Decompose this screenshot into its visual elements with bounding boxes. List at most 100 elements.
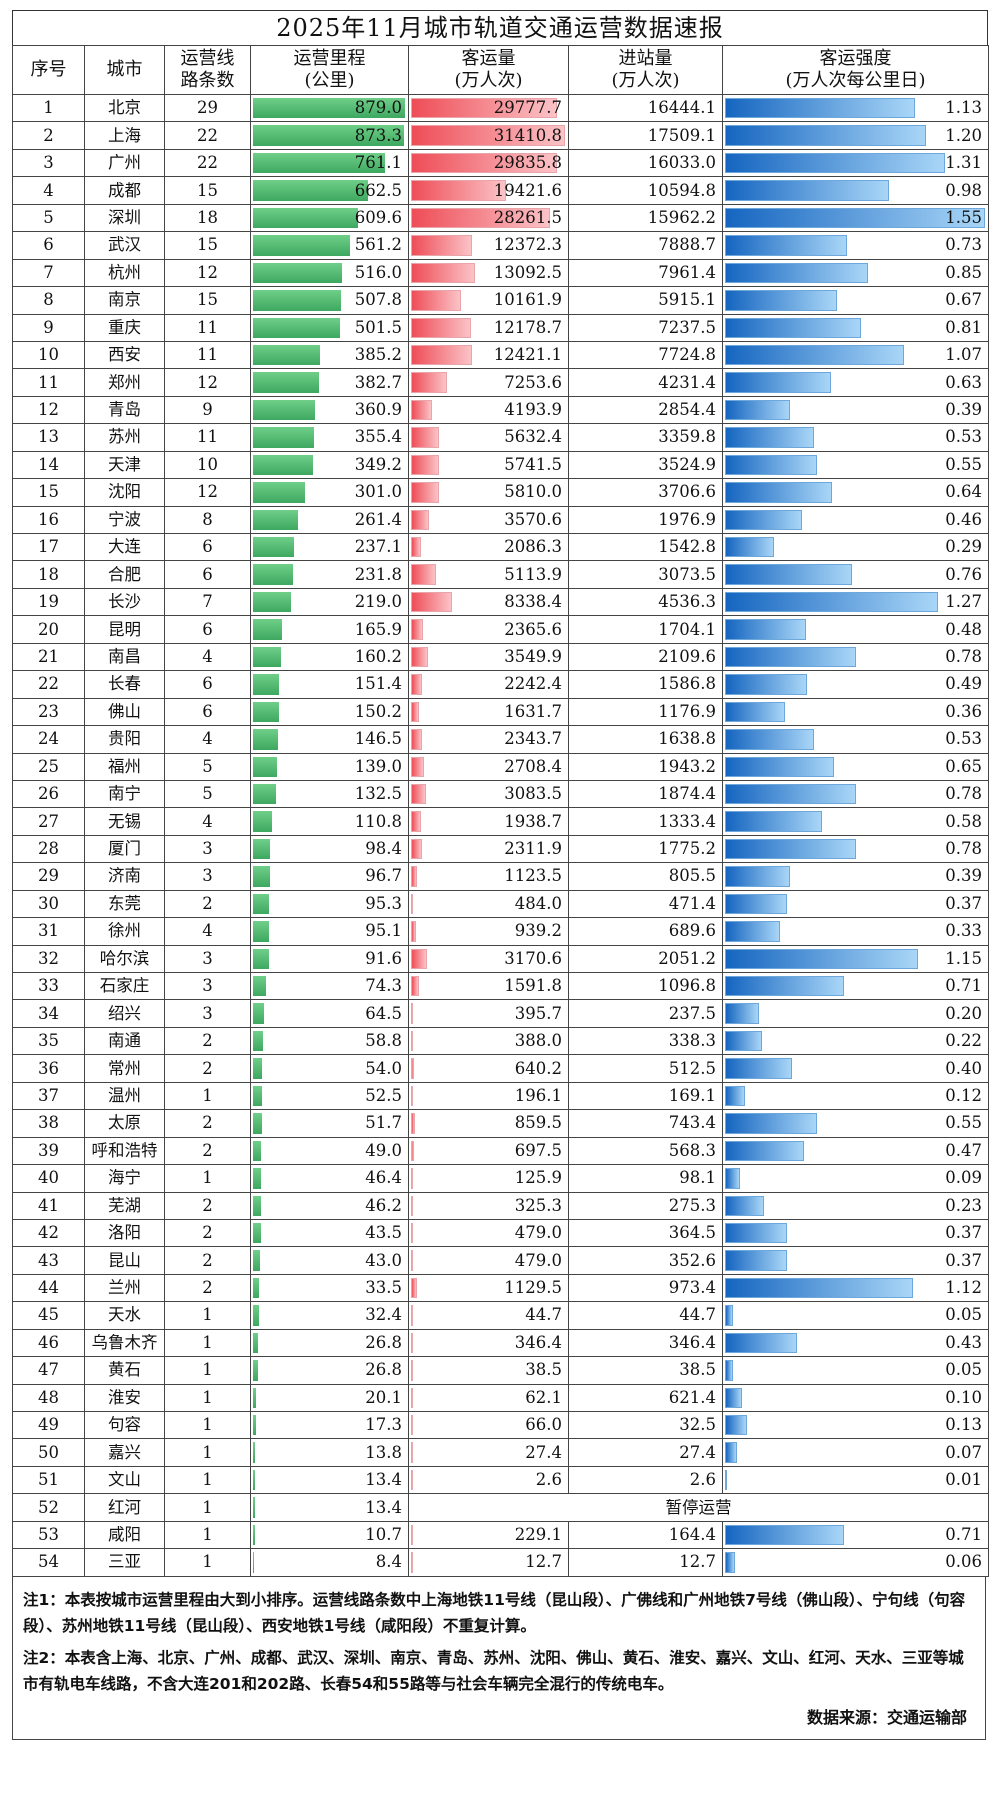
- row-mileage-value: 507.8: [354, 290, 402, 310]
- row-entries: 17509.1: [568, 121, 723, 150]
- row-intensity-value: 1.12: [945, 1278, 982, 1298]
- row-intensity-value: 0.67: [945, 290, 982, 310]
- row-mileage-value: 17.3: [365, 1415, 402, 1435]
- row-mileage-value: 98.4: [365, 839, 402, 859]
- row-mileage-value: 54.0: [365, 1058, 402, 1078]
- row-no: 44: [12, 1273, 85, 1303]
- row-entries: 15962.2: [568, 203, 723, 233]
- row-lines: 4: [164, 642, 251, 672]
- row-intensity: 0.67: [722, 286, 989, 315]
- row-mileage: 51.7: [250, 1109, 409, 1138]
- row-passengers-value: 2365.6: [504, 619, 562, 639]
- row-mileage: 58.8: [250, 1026, 409, 1056]
- row-passengers-value: 12178.7: [493, 317, 562, 337]
- row-mileage: 13.4: [250, 1493, 409, 1522]
- row-passengers-bar: [411, 1305, 413, 1326]
- row-intensity-bar: [725, 866, 790, 887]
- row-intensity-bar: [725, 838, 856, 860]
- row-intensity-bar: [725, 1305, 733, 1326]
- row-intensity-value: 0.01: [945, 1470, 982, 1490]
- row-mileage-value: 51.7: [365, 1113, 402, 1133]
- row-passengers: 31410.8: [408, 121, 569, 150]
- row-passengers-bar: [411, 1415, 413, 1436]
- row-intensity-value: 0.46: [945, 509, 982, 529]
- row-no: 4: [12, 176, 85, 205]
- row-mileage-value: 561.2: [354, 235, 402, 255]
- header-mileage: 运营里程 (公里): [250, 45, 409, 95]
- row-mileage-bar: [253, 1524, 255, 1546]
- row-mileage: 46.4: [250, 1164, 409, 1193]
- row-lines: 2: [164, 1246, 251, 1275]
- row-intensity-bar: [725, 591, 938, 613]
- row-city: 昆山: [84, 1246, 165, 1275]
- row-intensity: 0.55: [722, 1109, 989, 1138]
- row-passengers-value: 1591.8: [504, 976, 562, 996]
- row-lines: 18: [164, 203, 251, 233]
- row-mileage: 96.7: [250, 862, 409, 891]
- row-passengers-value: 13092.5: [493, 262, 562, 282]
- row-mileage-bar: [253, 811, 272, 832]
- row-mileage-bar: [253, 537, 294, 558]
- row-mileage: 165.9: [250, 615, 409, 644]
- row-city: 西安: [84, 340, 165, 370]
- row-no: 42: [12, 1218, 85, 1248]
- row-passengers: 196.1: [408, 1081, 569, 1111]
- row-lines: 1: [164, 1548, 251, 1577]
- row-passengers-value: 1631.7: [504, 701, 562, 721]
- row-mileage: 26.8: [250, 1356, 409, 1385]
- row-city: 青岛: [84, 395, 165, 425]
- row-intensity: 0.36: [722, 697, 989, 727]
- row-lines: 5: [164, 752, 251, 781]
- row-no: 1: [12, 93, 85, 123]
- row-mileage: 17.3: [250, 1410, 409, 1440]
- row-mileage-value: 13.4: [365, 1497, 402, 1517]
- row-mileage-value: 609.6: [354, 207, 402, 227]
- row-city: 大连: [84, 532, 165, 562]
- row-city: 红河: [84, 1493, 165, 1522]
- row-lines: 1: [164, 1081, 251, 1111]
- row-intensity-bar: [725, 1222, 787, 1244]
- row-city: 济南: [84, 862, 165, 891]
- row-entries: 346.4: [568, 1328, 723, 1358]
- row-mileage-value: 165.9: [354, 619, 402, 639]
- row-mileage: 98.4: [250, 834, 409, 864]
- row-no: 26: [12, 779, 85, 809]
- row-intensity-value: 0.33: [945, 921, 982, 941]
- row-mileage-bar: [253, 1030, 263, 1052]
- row-mileage: 33.5: [250, 1273, 409, 1303]
- row-intensity-value: 0.36: [945, 701, 982, 721]
- row-passengers: 7253.6: [408, 368, 569, 397]
- row-intensity: 1.12: [722, 1273, 989, 1303]
- row-mileage-value: 110.8: [354, 811, 402, 831]
- row-entries: 164.4: [568, 1520, 723, 1550]
- row-passengers-value: 62.1: [525, 1387, 562, 1407]
- row-city: 佛山: [84, 697, 165, 727]
- row-mileage-bar: [253, 646, 281, 668]
- row-passengers-value: 31410.8: [493, 125, 562, 145]
- row-lines: 7: [164, 587, 251, 617]
- row-lines: 22: [164, 121, 251, 150]
- row-entries: 16033.0: [568, 148, 723, 178]
- row-passengers: 38.5: [408, 1356, 569, 1385]
- row-lines: 11: [164, 313, 251, 342]
- row-mileage-value: 13.4: [365, 1470, 402, 1490]
- row-passengers: 12178.7: [408, 313, 569, 342]
- table-row: 35 南通 2 58.8 388.0 338.3 0.22: [12, 1026, 989, 1056]
- row-no: 45: [12, 1301, 85, 1330]
- row-no: 14: [12, 450, 85, 480]
- row-entries: 7961.4: [568, 258, 723, 288]
- row-passengers: 29777.7: [408, 93, 569, 123]
- row-city: 厦门: [84, 834, 165, 864]
- row-no: 48: [12, 1383, 85, 1413]
- table-row: 31 徐州 4 95.1 939.2 689.6 0.33: [12, 917, 989, 946]
- row-intensity-value: 0.71: [945, 1524, 982, 1544]
- row-intensity-value: 0.05: [945, 1360, 982, 1380]
- row-intensity-value: 0.81: [945, 317, 982, 337]
- row-mileage: 261.4: [250, 505, 409, 535]
- row-mileage-value: 49.0: [365, 1140, 402, 1160]
- row-mileage-bar: [253, 619, 282, 640]
- row-intensity: 0.71: [722, 971, 989, 1001]
- row-lines: 2: [164, 1026, 251, 1056]
- row-lines: 2: [164, 1218, 251, 1248]
- row-passengers: 44.7: [408, 1301, 569, 1330]
